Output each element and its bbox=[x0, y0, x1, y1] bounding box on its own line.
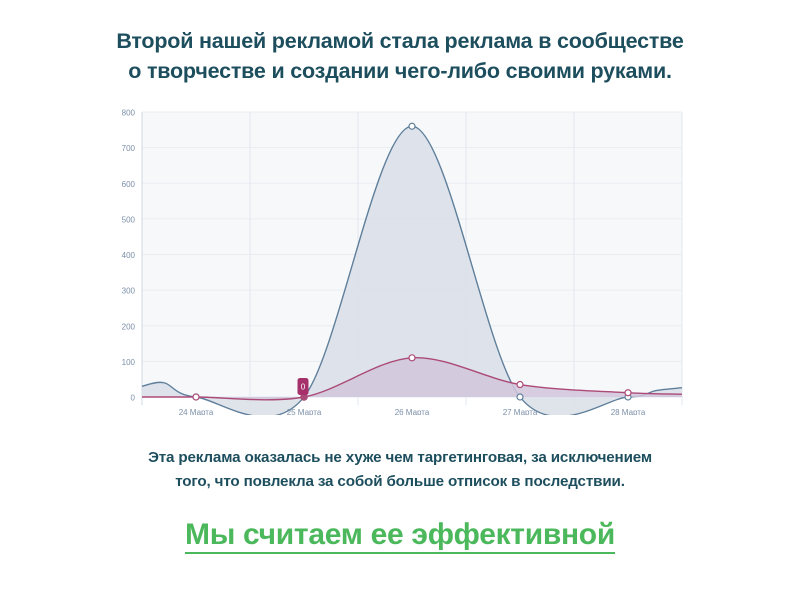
y-axis-tick-label: 0 bbox=[131, 394, 136, 403]
y-axis-tick-label: 500 bbox=[122, 215, 136, 224]
chart-svg: 0 100 200 300 400 500 600 700 800 0 24 Марта 25 Мар… bbox=[122, 109, 683, 415]
page-title: Второй нашей рекламой стала реклама в со… bbox=[0, 26, 800, 86]
y-axis-tick-label: 100 bbox=[122, 358, 136, 367]
y-axis-tick-label: 800 bbox=[122, 109, 136, 118]
y-axis-tick-label: 700 bbox=[122, 144, 136, 153]
summary-line-1: Эта реклама оказалась не хуже чем таргет… bbox=[148, 449, 652, 466]
data-point-marker[interactable] bbox=[624, 389, 632, 397]
series-subscribers-area bbox=[142, 126, 682, 415]
x-axis-tick-label: 26 Марта bbox=[395, 408, 430, 415]
conclusion-text: Мы считаем ее эффективной bbox=[185, 518, 615, 554]
data-point-marker[interactable] bbox=[408, 354, 416, 362]
summary-line-2: того, что повлекла за собой больше отпис… bbox=[175, 473, 625, 490]
headline-line-2: о творчестве и создании чего-либо своими… bbox=[128, 59, 672, 83]
y-axis-tick-label: 600 bbox=[122, 180, 136, 189]
summary-paragraph: Эта реклама оказалась не хуже чем таргет… bbox=[0, 446, 800, 494]
y-axis-tick-label: 300 bbox=[122, 287, 136, 296]
data-point-marker[interactable] bbox=[516, 393, 524, 401]
value-badge-label: 0 bbox=[301, 383, 306, 392]
x-axis-tick-label: 25 Марта bbox=[287, 408, 322, 415]
series-unsubscribes-area bbox=[142, 357, 682, 400]
x-axis-tick-label: 28 Марта bbox=[611, 408, 646, 415]
x-axis-tick-label: 24 Марта bbox=[179, 408, 214, 415]
conclusion-statement: Мы считаем ее эффективной bbox=[0, 516, 800, 554]
headline-line-1: Второй нашей рекламой стала реклама в со… bbox=[116, 29, 684, 53]
x-axis-tick-label: 27 Марта bbox=[503, 408, 538, 415]
y-axis-tick-label: 400 bbox=[122, 251, 136, 260]
data-point-marker[interactable] bbox=[192, 393, 200, 401]
analytics-area-chart: 0 100 200 300 400 500 600 700 800 0 24 Марта 25 Мар… bbox=[118, 103, 684, 415]
y-axis-tick-label: 200 bbox=[122, 322, 136, 331]
data-point-marker[interactable] bbox=[516, 380, 524, 389]
value-badge[interactable] bbox=[297, 378, 309, 395]
data-point-marker[interactable] bbox=[408, 122, 416, 130]
